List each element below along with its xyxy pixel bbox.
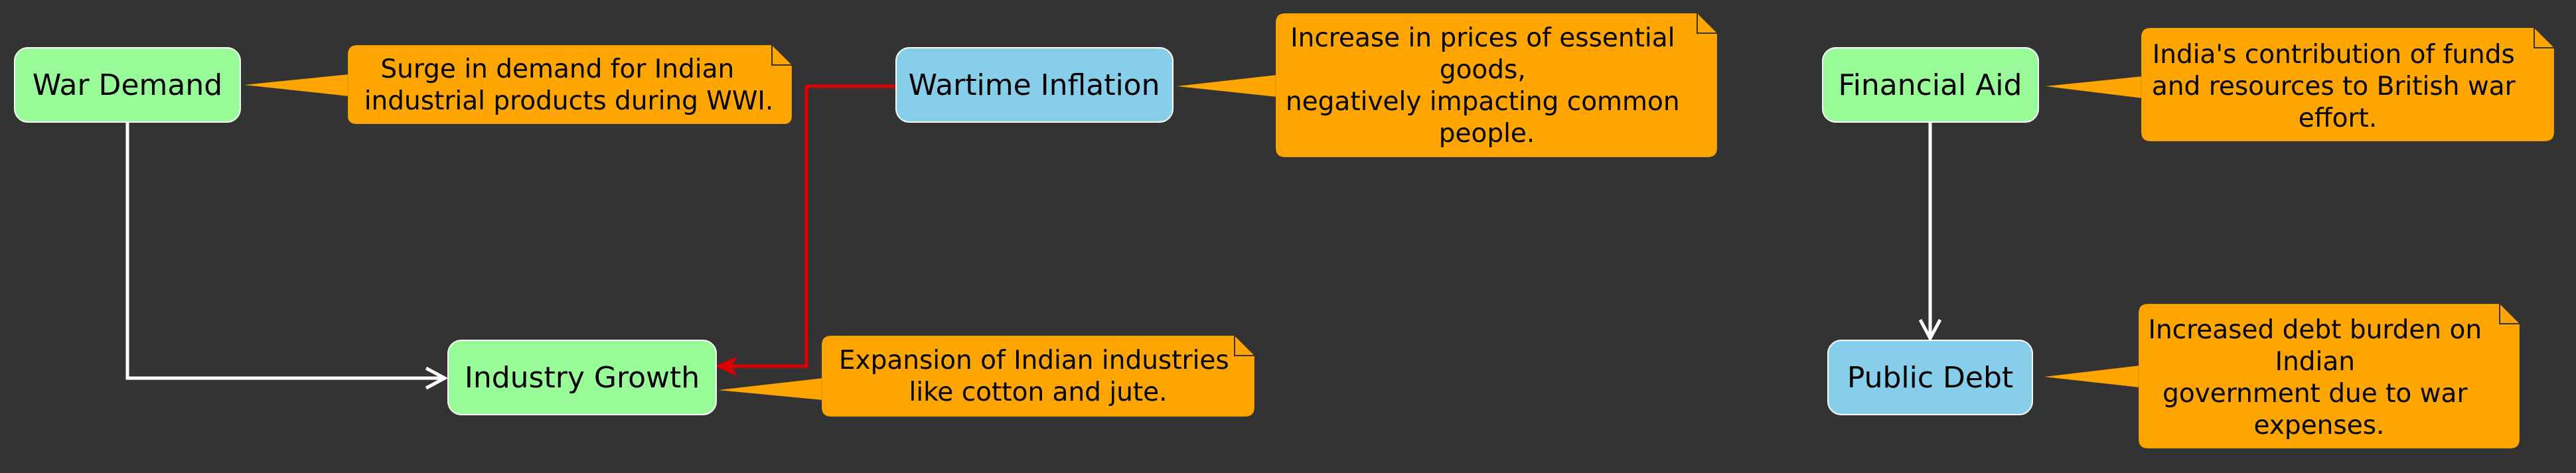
svg-text:Increased debt burden on: Increased debt burden on Indian governme… [2148, 315, 2490, 440]
note-financial-aid: India's contribution of funds and resour… [2141, 27, 2555, 142]
svg-text:Expansion of Indian industries: Expansion of Indian industries like cott… [839, 346, 1237, 407]
note-industry-growth: Expansion of Indian industries like cott… [821, 335, 1255, 417]
node-label: Financial Aid [1839, 68, 2022, 102]
node-financial-aid[interactable]: Financial Aid [1822, 47, 2039, 123]
note-line: government due to war [2162, 379, 2468, 409]
note-war-demand: Surge in demand for Indian industrial pr… [347, 44, 793, 125]
note-tail-public-debt [2044, 366, 2140, 387]
note-line: industrial products during WWI. [364, 86, 774, 116]
note-tail-industry-growth [718, 378, 823, 400]
edge-financial-aid-to-public-debt [1918, 121, 1942, 342]
note-line: negatively impacting common [1286, 87, 1680, 117]
note-line: Indian [2275, 347, 2355, 377]
note-public-debt: Increased debt burden on Indian governme… [2138, 303, 2520, 449]
note-line: India's contribution of funds [2153, 40, 2515, 70]
note-line: goods, [1440, 55, 1526, 85]
note-line: and resources to British war [2152, 72, 2516, 101]
note-line: effort. [2299, 103, 2377, 133]
note-line: Increase in prices of essential [1290, 23, 1675, 53]
node-label: Public Debt [1847, 361, 2013, 395]
node-label: Industry Growth [465, 361, 700, 395]
node-public-debt[interactable]: Public Debt [1827, 340, 2033, 415]
note-tail-financial-aid [2046, 76, 2143, 98]
node-label: War Demand [33, 68, 222, 102]
node-label: Wartime Inflation [909, 68, 1160, 102]
svg-text:India's contribution of funds: India's contribution of funds and resour… [2152, 40, 2524, 133]
note-line: Expansion of Indian industries [839, 346, 1229, 375]
note-line: like cotton and jute. [909, 377, 1167, 407]
note-wartime-inflation: Increase in prices of essential goods, n… [1275, 13, 1718, 158]
note-tail-war-demand [244, 74, 349, 96]
note-tail-wartime-inflation [1177, 75, 1277, 97]
note-line: expenses. [2254, 411, 2385, 440]
note-line: people. [1439, 119, 1535, 149]
edge-wartime-inflation-to-industry-growth [715, 84, 897, 376]
node-wartime-inflation[interactable]: Wartime Inflation [895, 47, 1174, 123]
edge-war-demand-to-industry-growth [125, 121, 449, 390]
svg-text:Increase in prices of essentia: Increase in prices of essential goods, n… [1286, 23, 1688, 149]
node-war-demand[interactable]: War Demand [14, 47, 241, 123]
note-line: Surge in demand for Indian [380, 54, 734, 84]
note-line: Increased debt burden on [2148, 315, 2482, 345]
node-industry-growth[interactable]: Industry Growth [447, 340, 717, 415]
svg-text:Surge in demand for Indian: Surge in demand for Indian industrial pr… [364, 54, 774, 116]
